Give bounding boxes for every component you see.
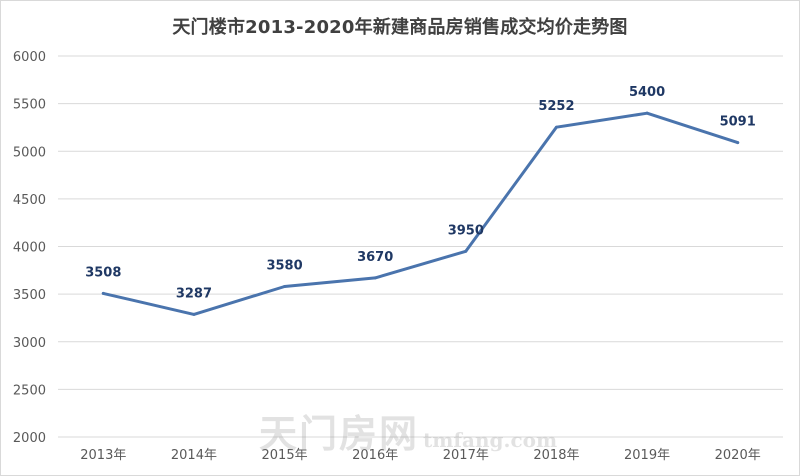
x-tick-label: 2017年 [443,448,489,463]
y-tick-label: 6000 [13,50,46,65]
data-point [736,141,740,145]
y-tick-label: 4000 [13,241,46,256]
x-tick-label: 2014年 [171,448,217,463]
data-point [554,125,558,129]
watermark-en: tmfang.com [423,428,558,452]
x-tick-label: 2020年 [715,448,761,463]
y-tick-label: 3000 [13,336,46,351]
data-point [373,276,377,280]
series-line [101,111,740,316]
x-tick-label: 2018年 [533,448,579,463]
data-point [283,285,287,289]
data-point [192,312,196,316]
data-label: 5091 [720,115,756,130]
x-tick-label: 2015年 [262,448,308,463]
data-label: 3287 [176,286,212,301]
y-tick-label: 5500 [13,98,46,113]
watermark-cn: 天门房网 [259,411,420,456]
data-point [101,291,105,295]
y-tick-label: 4500 [13,193,46,208]
data-label: 3580 [266,259,302,274]
y-tick-label: 3500 [13,288,46,303]
data-label: 3508 [85,265,121,280]
x-tick-label: 2013年 [80,448,126,463]
data-label: 5400 [629,85,665,100]
data-label: 3950 [448,223,484,238]
y-tick-label: 2000 [13,431,46,446]
data-label: 5252 [538,99,574,114]
x-tick-label: 2019年 [624,448,670,463]
data-label: 3670 [357,250,393,265]
data-point [464,249,468,253]
x-tick-label: 2016年 [352,448,398,463]
y-tick-label: 5000 [13,145,46,160]
chart-title: 天门楼市2013-2020年新建商品房销售成交均价走势图 [172,17,628,38]
y-tick-label: 2500 [13,383,46,398]
watermark: 天门房网 tmfang.com [259,403,557,458]
data-point [645,111,649,115]
